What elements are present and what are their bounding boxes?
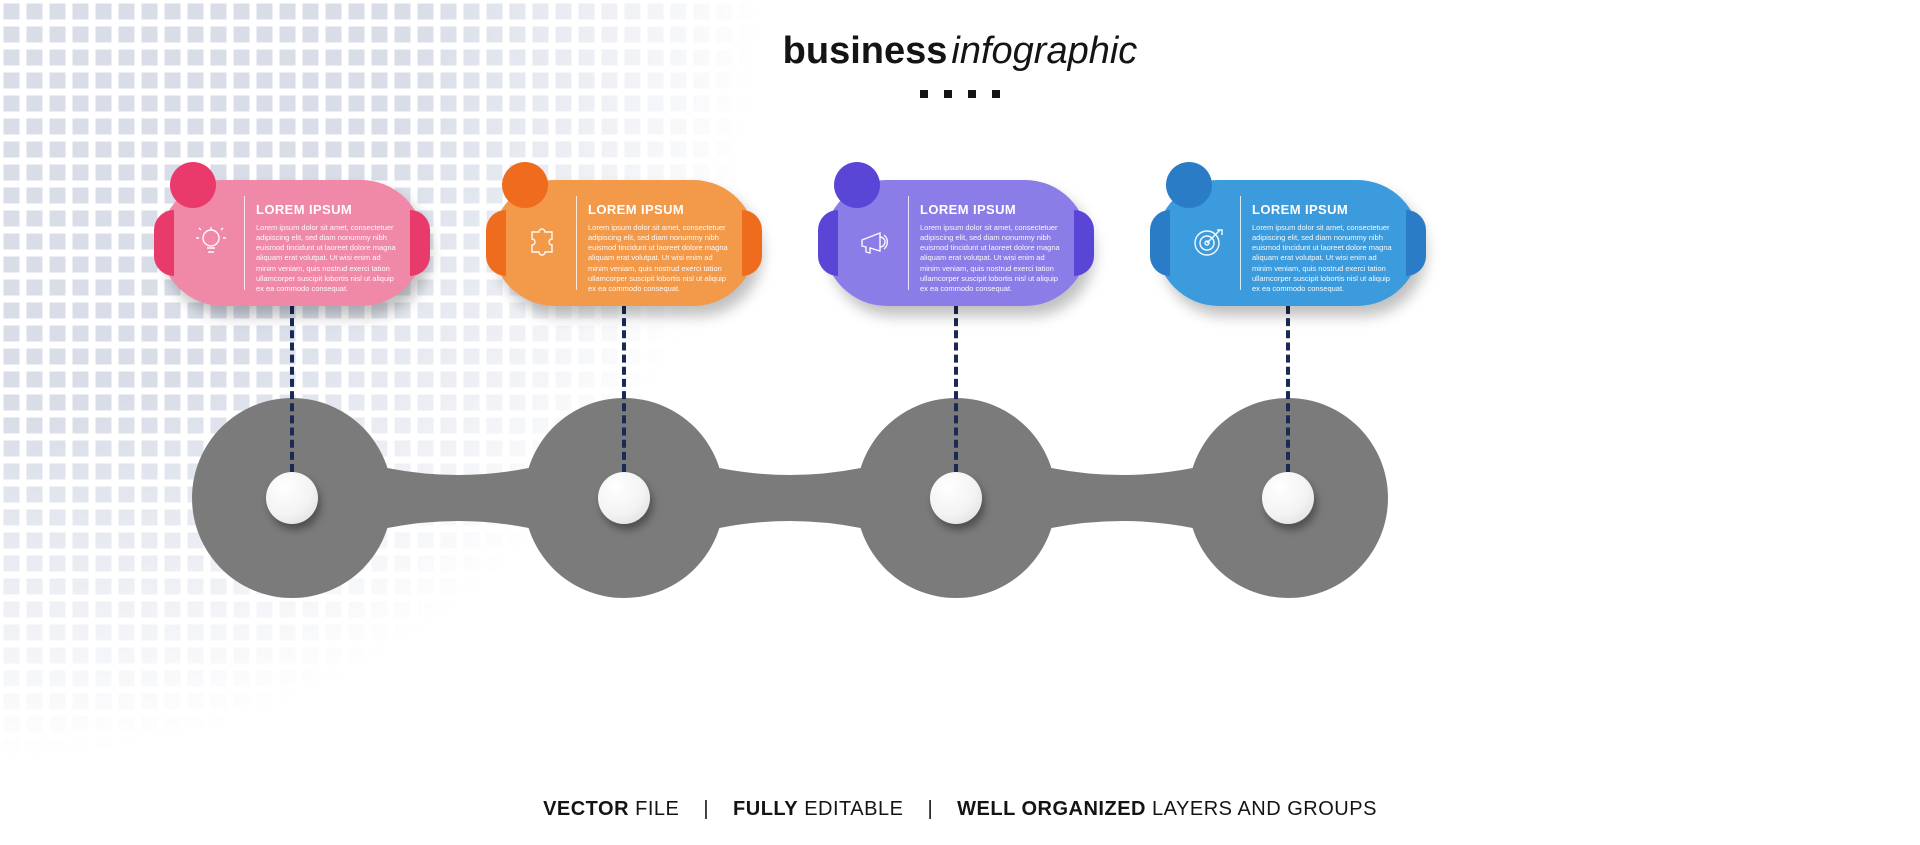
- footer-strong-2: FULLY: [733, 798, 798, 820]
- connector-dash-3: [954, 306, 958, 472]
- timeline-shape: [0, 0, 1920, 845]
- card-text: LOREM IPSUM Lorem ipsum dolor sit amet, …: [588, 202, 732, 294]
- timeline-node-3: [930, 472, 982, 524]
- card-accent-left: [154, 210, 174, 276]
- card-accent-left: [486, 210, 506, 276]
- card-accent-right: [1406, 210, 1426, 276]
- card-body: Lorem ipsum dolor sit amet, consectetuer…: [1252, 223, 1396, 294]
- connector-dash-4: [1286, 306, 1290, 472]
- footer-strong-3: WELL ORGANIZED: [957, 798, 1146, 820]
- timeline-node-1: [266, 472, 318, 524]
- step-card-4: LOREM IPSUM Lorem ipsum dolor sit amet, …: [1156, 180, 1420, 306]
- card-divider: [908, 196, 909, 290]
- header: businessinfographic: [0, 30, 1920, 103]
- card-divider: [244, 196, 245, 290]
- card-accent-right: [410, 210, 430, 276]
- target-icon: [1180, 180, 1234, 306]
- card-accent-right: [1074, 210, 1094, 276]
- title-light: infographic: [951, 30, 1137, 72]
- card-body: Lorem ipsum dolor sit amet, consectetuer…: [588, 223, 732, 294]
- timeline-node-4: [1262, 472, 1314, 524]
- card-title: LOREM IPSUM: [588, 202, 732, 217]
- title-bold: business: [783, 30, 948, 72]
- footer-light-2: EDITABLE: [798, 798, 903, 820]
- halftone-pattern: [0, 0, 760, 760]
- megaphone-icon: [848, 180, 902, 306]
- card-accent-left: [1150, 210, 1170, 276]
- card-divider: [576, 196, 577, 290]
- card-divider: [1240, 196, 1241, 290]
- step-card-1: LOREM IPSUM Lorem ipsum dolor sit amet, …: [160, 180, 424, 306]
- step-card-2: LOREM IPSUM Lorem ipsum dolor sit amet, …: [492, 180, 756, 306]
- card-title: LOREM IPSUM: [256, 202, 400, 217]
- infographic-canvas: businessinfographic: [0, 0, 1920, 845]
- card-body: Lorem ipsum dolor sit amet, consectetuer…: [256, 223, 400, 294]
- footer-strong-1: VECTOR: [543, 798, 629, 820]
- timeline-node-2: [598, 472, 650, 524]
- card-title: LOREM IPSUM: [920, 202, 1064, 217]
- header-dots: [0, 85, 1920, 103]
- card-text: LOREM IPSUM Lorem ipsum dolor sit amet, …: [256, 202, 400, 294]
- footer-light-3: LAYERS AND GROUPS: [1146, 798, 1377, 820]
- footer-light-1: FILE: [629, 798, 679, 820]
- puzzle-icon: [516, 180, 570, 306]
- card-text: LOREM IPSUM Lorem ipsum dolor sit amet, …: [920, 202, 1064, 294]
- connector-dash-1: [290, 306, 294, 472]
- footer: VECTOR FILE | FULLY EDITABLE | WELL ORGANIZE…: [0, 798, 1920, 821]
- card-title: LOREM IPSUM: [1252, 202, 1396, 217]
- footer-separator: |: [703, 798, 709, 820]
- card-accent-right: [742, 210, 762, 276]
- step-card-3: LOREM IPSUM Lorem ipsum dolor sit amet, …: [824, 180, 1088, 306]
- card-text: LOREM IPSUM Lorem ipsum dolor sit amet, …: [1252, 202, 1396, 294]
- footer-separator: |: [927, 798, 933, 820]
- lightbulb-icon: [184, 180, 238, 306]
- card-body: Lorem ipsum dolor sit amet, consectetuer…: [920, 223, 1064, 294]
- card-accent-left: [818, 210, 838, 276]
- connector-dash-2: [622, 306, 626, 472]
